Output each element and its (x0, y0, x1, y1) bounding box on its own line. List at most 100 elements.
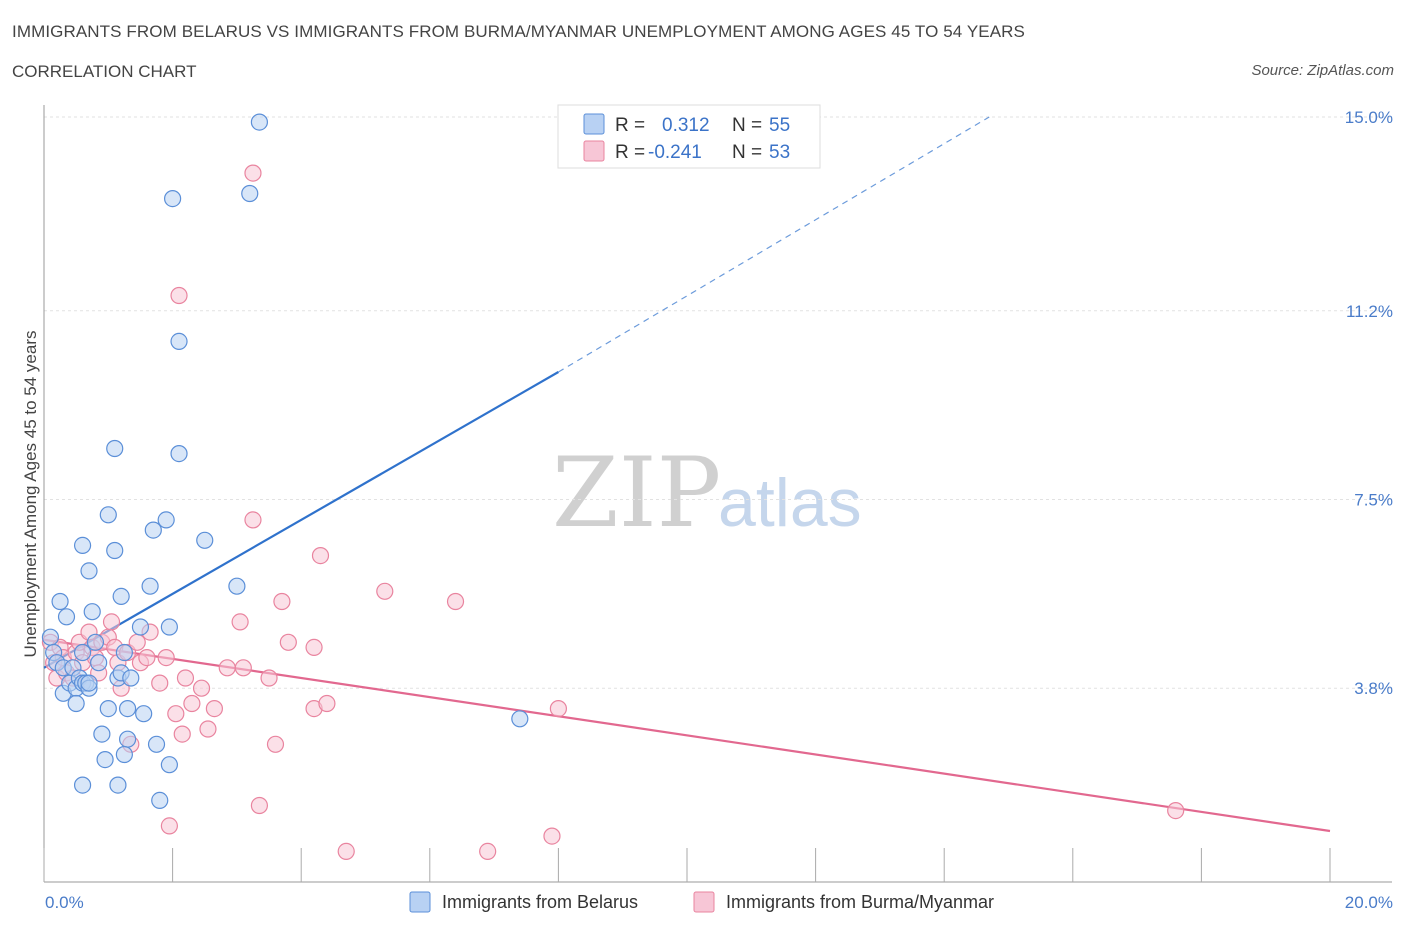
point-burma (231, 613, 249, 631)
legend-r-value-belarus: 0.312 (662, 115, 710, 136)
point-belarus (73, 536, 92, 555)
gridlines (44, 116, 1392, 689)
y-tick-label: 7.5% (1354, 491, 1393, 510)
point-belarus (118, 730, 137, 748)
y-tick-label: 11.2% (1346, 302, 1393, 321)
trend-line-burma (43, 638, 1331, 833)
point-belarus (115, 643, 133, 662)
point-belarus (73, 776, 92, 794)
point-burma (549, 699, 568, 718)
point-burma (337, 842, 355, 861)
point-belarus (144, 521, 162, 539)
point-belarus (164, 190, 182, 208)
point-belarus (511, 710, 529, 728)
y-tick-label: 3.8% (1354, 679, 1393, 698)
watermark-zip: ZIP (552, 437, 721, 549)
point-belarus (160, 756, 178, 774)
point-burma (318, 694, 336, 713)
point-belarus (67, 694, 85, 713)
point-burma (157, 648, 175, 667)
point-belarus (170, 445, 188, 463)
point-burma (173, 725, 191, 743)
chart-title: IMMIGRANTS FROM BELARUS VS IMMIGRANTS FR… (12, 22, 1025, 41)
point-belarus (41, 628, 60, 646)
point-burma (167, 705, 185, 723)
point-burma (199, 720, 217, 738)
point-belarus (131, 618, 150, 636)
y-axis-label: Unemployment Among Ages 45 to 54 years (21, 331, 40, 658)
point-burma (311, 546, 330, 565)
point-burma (183, 694, 201, 713)
point-burma (376, 582, 394, 600)
series-legend: Immigrants from Belarus Immigrants from … (409, 891, 994, 913)
legend-r-label-burma: R = (615, 142, 645, 163)
point-belarus (228, 577, 246, 595)
point-burma (305, 638, 323, 657)
point-belarus (57, 608, 76, 626)
point-burma (170, 286, 188, 305)
legend-swatch-burma (583, 140, 605, 162)
point-belarus (90, 654, 108, 672)
chart-subtitle: CORRELATION CHART (12, 62, 197, 81)
point-belarus (99, 699, 117, 718)
point-belarus (157, 511, 175, 529)
bottom-legend-label-belarus: Immigrants from Belarus (442, 892, 638, 912)
point-burma (266, 735, 285, 753)
point-belarus (109, 776, 127, 794)
point-burma (260, 669, 278, 687)
point-belarus (51, 592, 69, 611)
point-burma (1167, 801, 1185, 820)
point-burma (244, 511, 262, 529)
point-burma (244, 164, 262, 182)
legend-n-value-burma: 53 (769, 142, 790, 163)
point-belarus (170, 332, 188, 350)
point-belarus (93, 725, 111, 743)
point-belarus (196, 531, 214, 549)
point-belarus (151, 791, 169, 810)
point-belarus (141, 577, 159, 595)
point-belarus (115, 745, 133, 764)
point-belarus (83, 603, 101, 621)
point-burma (176, 669, 195, 687)
point-burma (446, 592, 465, 611)
x-ticks (43, 848, 1331, 882)
bottom-legend-label-burma: Immigrants from Burma/Myanmar (726, 892, 994, 912)
point-burma (151, 674, 169, 692)
point-belarus (122, 669, 140, 687)
point-burma (160, 817, 178, 835)
y-tick-labels: 3.8% 7.5% 11.2% 15.0% (1345, 108, 1393, 698)
point-burma (192, 679, 211, 697)
point-belarus (118, 699, 137, 718)
watermark-atlas: atlas (718, 465, 862, 541)
point-belarus (73, 643, 92, 662)
point-belarus (99, 506, 117, 524)
legend-swatch-belarus (583, 113, 605, 135)
x-tick-label-min: 0.0% (45, 893, 84, 912)
point-belarus (147, 735, 166, 753)
point-burma (250, 796, 269, 815)
bottom-legend-swatch-burma (693, 891, 715, 913)
point-belarus (106, 541, 124, 560)
point-belarus (250, 113, 269, 131)
point-burma (102, 613, 121, 631)
trend-lines (43, 116, 1331, 833)
point-burma (218, 659, 236, 677)
y-tick-label: 15.0% (1345, 108, 1393, 127)
legend-r-label-belarus: R = (615, 115, 645, 136)
point-belarus (80, 674, 98, 692)
point-belarus (112, 587, 130, 606)
point-burma (279, 633, 297, 651)
legend-n-value-belarus: 55 (769, 115, 790, 136)
point-belarus (80, 562, 98, 580)
point-belarus (106, 439, 124, 458)
legend-n-label-belarus: N = (732, 115, 762, 136)
x-tick-label-max: 20.0% (1345, 893, 1393, 912)
point-burma (234, 659, 252, 677)
point-belarus (96, 750, 114, 769)
correlation-legend: R = 0.312 N = 55 R = -0.241 N = 53 (557, 104, 821, 169)
point-burma (138, 648, 156, 667)
point-burma (273, 592, 291, 611)
bottom-legend-swatch-belarus (409, 891, 431, 913)
trend-line-belarus (43, 371, 559, 669)
